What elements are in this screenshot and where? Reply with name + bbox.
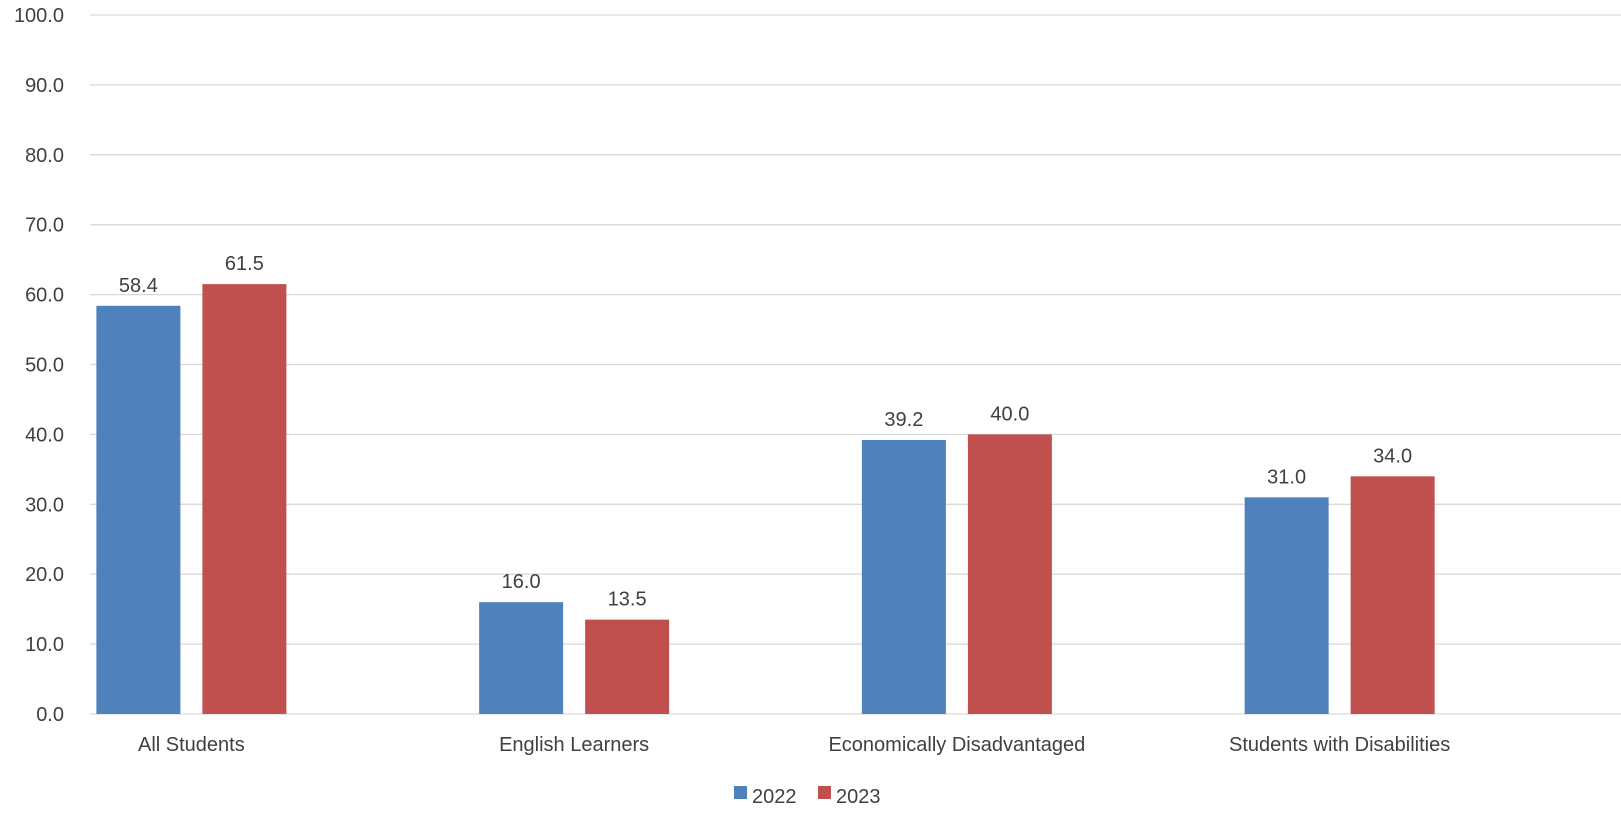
data-label: 13.5: [608, 589, 647, 611]
bars: 58.4 61.5 16.0 13.5 39.2 40.0 31.0 34.0: [96, 253, 1435, 714]
x-axis: All Students English Learners Economically…: [138, 734, 1450, 756]
y-tick-label: 90.0: [25, 75, 64, 97]
bar-2023-0: [202, 284, 287, 714]
data-label: 61.5: [225, 253, 264, 275]
legend-swatch: [818, 786, 831, 799]
y-tick-label: 60.0: [25, 285, 64, 307]
bar-2022-3: [1244, 497, 1329, 714]
data-label: 31.0: [1267, 466, 1306, 488]
data-label: 58.4: [119, 275, 158, 297]
bar-2023-1: [585, 619, 670, 714]
gridlines: [90, 14, 1621, 715]
category-label: Students with Disabilities: [1229, 734, 1450, 756]
legend: 2022 2023: [734, 786, 881, 808]
bar-2023-2: [967, 434, 1052, 714]
category-label: All Students: [138, 734, 245, 756]
legend-swatch: [734, 786, 747, 799]
data-label: 40.0: [990, 403, 1029, 425]
legend-label: 2023: [836, 786, 881, 808]
bar-2022-2: [861, 439, 946, 714]
data-label: 39.2: [884, 409, 923, 431]
legend-label: 2022: [752, 786, 797, 808]
category-label: English Learners: [499, 734, 649, 756]
y-tick-label: 0.0: [36, 704, 64, 726]
y-tick-label: 80.0: [25, 145, 64, 167]
y-tick-label: 20.0: [25, 564, 64, 586]
bar-2022-0: [96, 305, 181, 714]
y-tick-label: 50.0: [25, 355, 64, 377]
y-tick-label: 40.0: [25, 424, 64, 446]
data-label: 16.0: [502, 571, 541, 593]
y-tick-label: 70.0: [25, 215, 64, 237]
y-tick-label: 100.0: [14, 5, 64, 27]
y-axis: 0.0 10.0 20.0 30.0 40.0 50.0 60.0 70.0 80.0 90.0 1…: [14, 5, 64, 726]
bar-2022-1: [479, 602, 564, 714]
y-tick-label: 10.0: [25, 634, 64, 656]
category-label: Economically Disadvantaged: [828, 734, 1085, 756]
bar-2023-3: [1350, 476, 1435, 714]
data-label: 34.0: [1373, 445, 1412, 467]
y-tick-label: 30.0: [25, 494, 64, 516]
